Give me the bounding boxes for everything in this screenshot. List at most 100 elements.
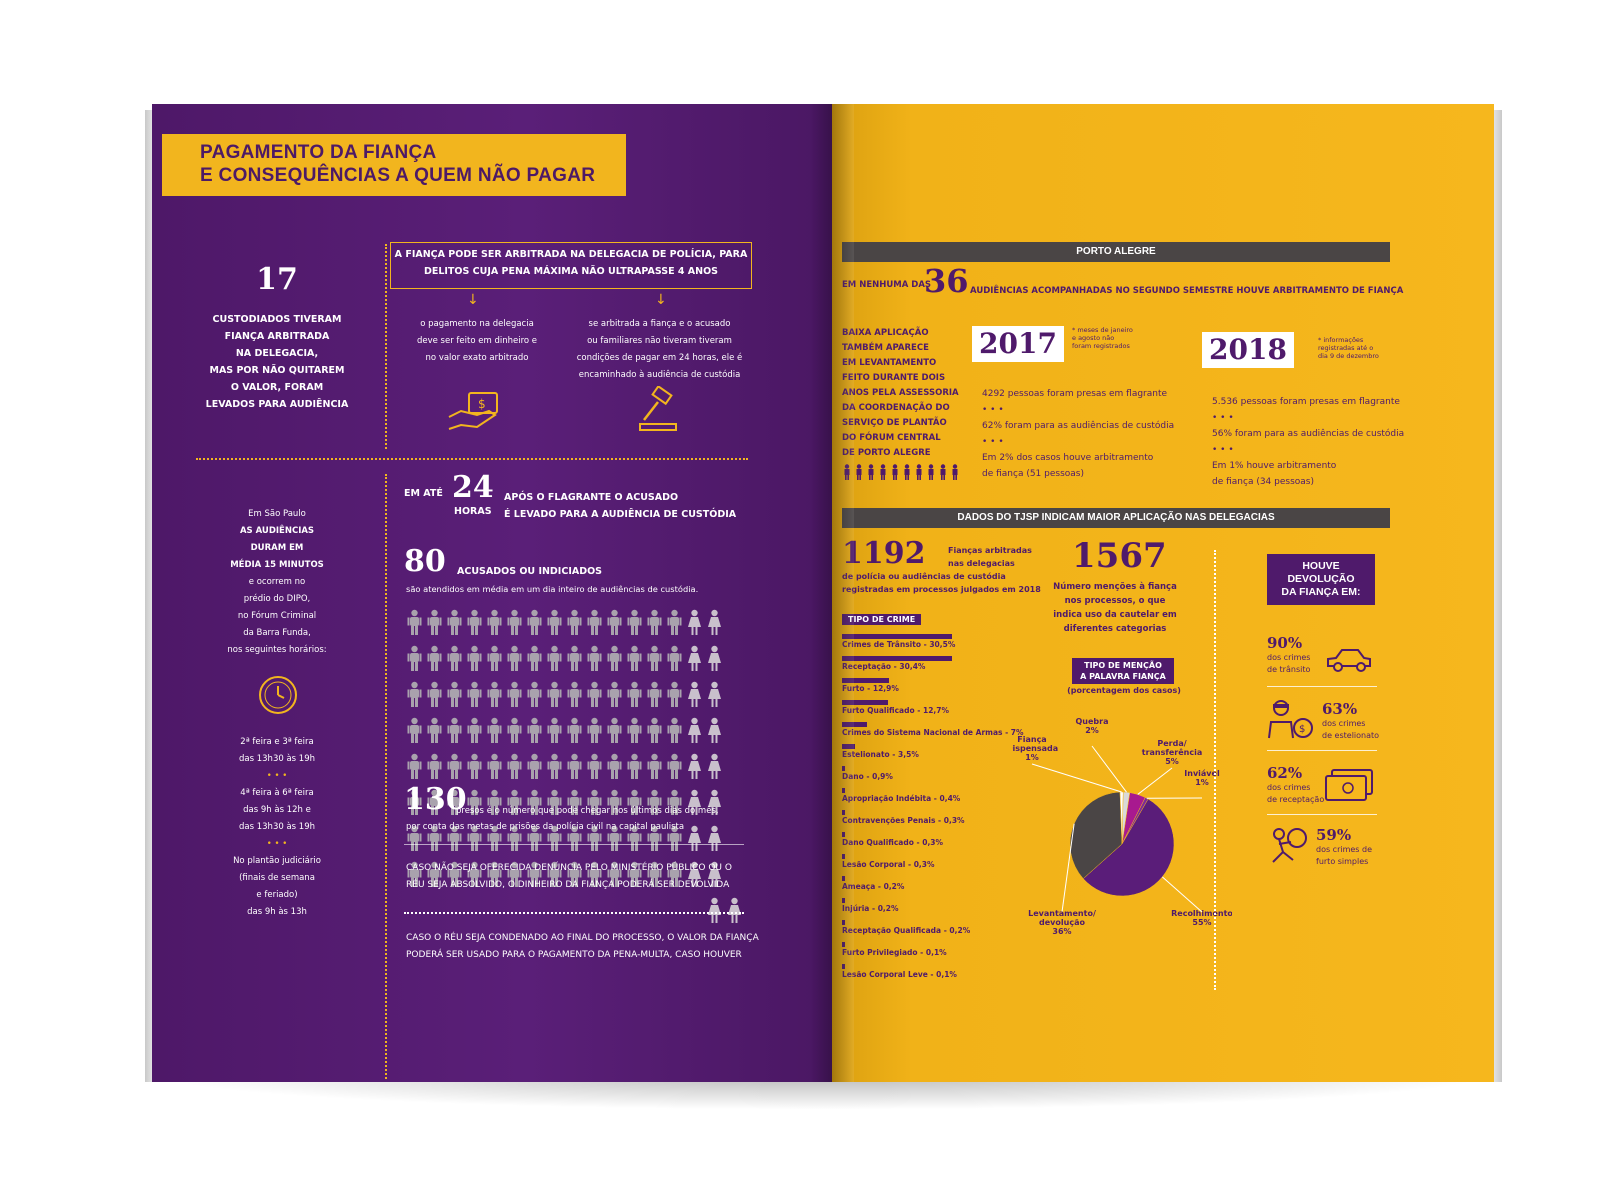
pie-label: FiançaDispensada1% <box>1012 735 1058 762</box>
person-icon <box>844 464 850 480</box>
crime-bar-label: Receptação - 30,4% <box>842 662 926 671</box>
stat-17-line: LEVADOS PARA AUDIÊNCIA <box>205 399 349 410</box>
book-spine <box>810 104 854 1082</box>
stat-1192-number: 1192 <box>842 536 926 571</box>
person-icon <box>487 789 502 815</box>
dev-separator <box>1267 686 1377 687</box>
schedule-day: 2ª feira e 3ª feira <box>240 737 314 747</box>
person-icon <box>507 861 522 887</box>
person-icon <box>487 609 502 635</box>
stat-24-pre: EM ATÉ <box>404 488 443 499</box>
crime-bar-label: Dano Qualificado - 0,3% <box>842 838 944 847</box>
stat-line: de fiança (34 pessoas) <box>1212 477 1314 487</box>
crime-bar-label: Furto - 12,9% <box>842 684 899 693</box>
people-row <box>406 897 746 933</box>
person-icon <box>487 753 502 779</box>
divider-horizontal <box>404 912 744 914</box>
person-icon <box>467 681 482 707</box>
dev-line: dos crimes de <box>1316 845 1373 854</box>
dev-line: dos crimes <box>1322 719 1366 728</box>
note-line: CASO NÃO SEJA OFERECIDA DENÚNCIA PELO MI… <box>406 863 732 873</box>
schedule: 2ª feira e 3ª feira das 13h30 às 19h • •… <box>197 734 357 921</box>
person-icon <box>507 753 522 779</box>
pie-label: Recolhimento 55% <box>1171 909 1232 927</box>
person-icon <box>547 753 562 779</box>
person-icon <box>447 717 462 743</box>
person-icon <box>507 789 522 815</box>
people-row <box>406 753 746 789</box>
sp-line: MÉDIA 15 MINUTOS <box>230 560 324 570</box>
person-icon <box>447 681 462 707</box>
crime-bar-label: Crimes do Sistema Nacional de Armas - 7% <box>842 728 1024 737</box>
person-icon <box>507 609 522 635</box>
person-icon <box>567 861 582 887</box>
stat-130-text1: presos é o número que pode chegar nos úl… <box>456 806 719 816</box>
crime-bar <box>842 634 952 639</box>
person-icon <box>627 609 642 635</box>
person-icon <box>607 825 622 851</box>
crime-bar <box>842 656 952 661</box>
person-icon <box>627 861 642 887</box>
car-icon <box>1327 649 1371 672</box>
person-icon <box>407 789 422 815</box>
divider-vertical <box>385 244 387 449</box>
stat-24-unit: HORAS <box>454 506 492 517</box>
crime-bar <box>842 810 845 815</box>
crime-bar-label: Estelionato - 3,5% <box>842 750 919 759</box>
crime-bar <box>842 744 855 749</box>
col-a-line: o pagamento na delegacia <box>420 319 534 329</box>
hand-money-icon: $ <box>448 392 498 430</box>
person-icon <box>527 789 542 815</box>
pie-label: Perda/transferência 5% <box>1142 739 1202 766</box>
low-line: DO FÓRUM CENTRAL <box>842 433 941 443</box>
low-line: DA COORDENAÇÃO DO <box>842 403 950 413</box>
divider-vertical <box>385 474 387 1079</box>
schedule-time: das 13h30 às 19h <box>239 754 315 764</box>
arrow-down-icon: ↓ <box>467 292 479 308</box>
person-icon <box>708 645 721 671</box>
person-icon <box>667 825 682 851</box>
stat-1567-number: 1567 <box>1072 536 1167 576</box>
person-icon <box>688 753 701 779</box>
person-icon <box>567 753 582 779</box>
person-icon <box>708 753 721 779</box>
stat-line: registradas em processos julgados em 201… <box>842 585 1041 594</box>
note-line: PODERÁ SER USADO PARA O PAGAMENTO DA PEN… <box>406 950 742 960</box>
crime-bar-label: Receptação Qualificada - 0,2% <box>842 926 971 935</box>
dev-separator <box>1267 750 1377 751</box>
stat-17-line: FIANÇA ARBITRADA <box>224 331 330 342</box>
arbitration-line: A FIANÇA PODE SER ARBITRADA NA DELEGACIA… <box>394 249 748 260</box>
runner-sack-icon <box>1272 828 1307 863</box>
low-line: FEITO DURANTE DOIS <box>842 373 946 383</box>
person-icon <box>427 681 442 707</box>
person-icon <box>647 609 662 635</box>
devolucao-line: DA FIANÇA EM: <box>1281 586 1361 598</box>
col-a-line: deve ser feito em dinheiro e <box>416 336 538 346</box>
person-icon <box>667 789 682 815</box>
person-icon <box>447 609 462 635</box>
crime-bar <box>842 722 868 727</box>
stat-line: de polícia ou audiências de custódia <box>842 572 1006 581</box>
person-icon <box>567 789 582 815</box>
crime-bar <box>842 788 845 793</box>
stat-line: diferentes categorias <box>1063 624 1167 634</box>
schedule-time: das 9h às 12h e <box>243 805 311 815</box>
note-line: e agosto não <box>1072 334 1115 342</box>
people-row <box>406 825 746 861</box>
person-icon <box>587 609 602 635</box>
sp-line: e ocorrem no <box>248 577 306 587</box>
person-icon <box>952 464 958 480</box>
person-icon <box>467 645 482 671</box>
stat-line: nos processos, o que <box>1064 596 1166 606</box>
svg-text:$: $ <box>478 397 486 411</box>
person-icon <box>447 789 462 815</box>
stat-line: Número menções à fiança <box>1053 582 1177 592</box>
mention-pie-chart: Recolhimento 55% Levantamento/devolução 36%… <box>1012 717 1232 936</box>
person-icon <box>607 789 622 815</box>
person-icon <box>688 681 701 707</box>
schedule-separator: • • • <box>266 771 288 781</box>
person-icon <box>627 645 642 671</box>
stat-80-sub: são atendidos em média em um dia inteiro… <box>406 584 699 594</box>
person-icon <box>447 753 462 779</box>
note-line: foram registrados <box>1072 342 1130 350</box>
